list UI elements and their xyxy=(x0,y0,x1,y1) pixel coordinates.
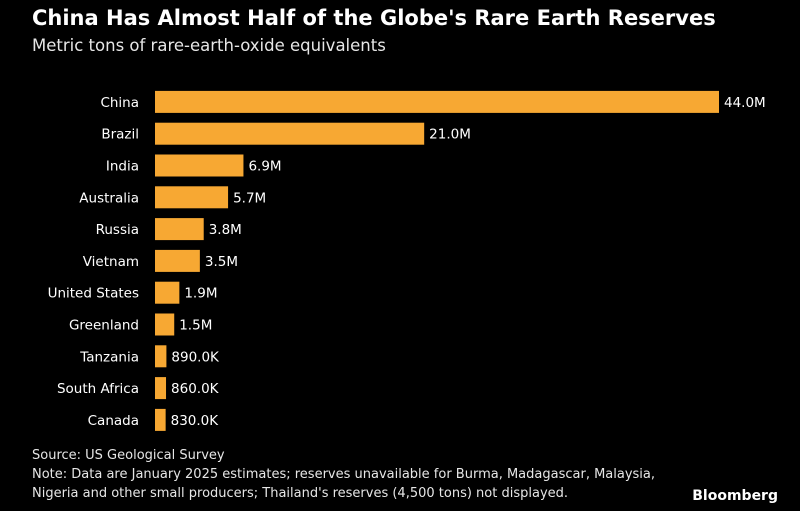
category-label-united-states: United States xyxy=(48,286,139,302)
value-label-greenland: 1.5M xyxy=(179,318,212,334)
category-label-russia: Russia xyxy=(96,222,139,238)
bar-china xyxy=(155,90,719,113)
footnote-line-2: Nigeria and other small producers; Thail… xyxy=(32,486,569,501)
source-note: Source: US Geological Survey xyxy=(32,448,225,463)
category-label-australia: Australia xyxy=(79,190,139,206)
bar-australia xyxy=(155,186,229,209)
category-label-greenland: Greenland xyxy=(69,318,139,334)
bar-brazil xyxy=(155,122,425,145)
value-label-china: 44.0M xyxy=(724,95,766,111)
bar-india xyxy=(155,154,244,177)
value-label-australia: 5.7M xyxy=(233,190,266,206)
value-label-tanzania: 890.0K xyxy=(171,349,220,365)
value-label-vietnam: 3.5M xyxy=(205,254,238,270)
bar-south-africa xyxy=(155,377,167,400)
bloomberg-logo: Bloomberg xyxy=(692,488,778,504)
category-label-tanzania: Tanzania xyxy=(79,349,139,365)
value-label-russia: 3.8M xyxy=(209,222,242,238)
category-label-india: India xyxy=(106,159,139,175)
category-label-vietnam: Vietnam xyxy=(83,254,139,270)
bar-greenland xyxy=(155,313,175,336)
value-label-united-states: 1.9M xyxy=(184,286,217,302)
bar-tanzania xyxy=(155,345,167,368)
bar-russia xyxy=(155,218,204,241)
chart-subtitle: Metric tons of rare-earth-oxide equivale… xyxy=(32,36,386,55)
bar-vietnam xyxy=(155,249,200,272)
bar-united-states xyxy=(155,281,180,304)
value-label-south-africa: 860.0K xyxy=(171,381,220,397)
category-label-china: China xyxy=(100,95,139,111)
footnote-line-1: Note: Data are January 2025 estimates; r… xyxy=(32,467,656,482)
value-label-brazil: 21.0M xyxy=(429,127,471,143)
category-label-canada: Canada xyxy=(88,413,139,429)
category-label-brazil: Brazil xyxy=(101,127,139,143)
bar-canada xyxy=(155,408,166,431)
chart-title: China Has Almost Half of the Globe's Rar… xyxy=(32,6,716,30)
category-label-south-africa: South Africa xyxy=(57,381,139,397)
bar-chart: China 44.0M Brazil 21.0M India 6.9M Australia 5… xyxy=(48,90,766,431)
value-label-canada: 830.0K xyxy=(171,413,220,429)
value-label-india: 6.9M xyxy=(248,159,281,175)
